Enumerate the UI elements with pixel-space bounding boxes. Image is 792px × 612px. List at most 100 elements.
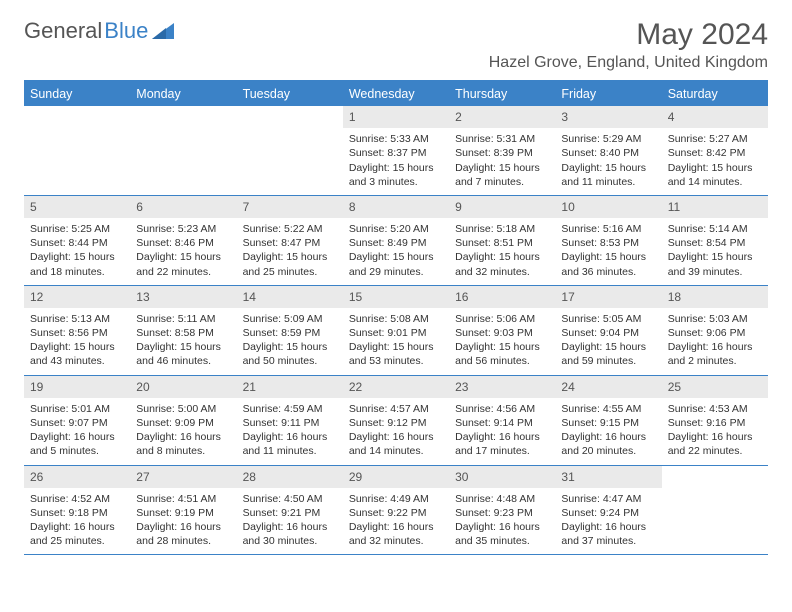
- sunrise-text: Sunrise: 5:33 AM: [349, 132, 443, 146]
- daylight-text: Daylight: 16 hours and 35 minutes.: [455, 520, 549, 548]
- day-body: Sunrise: 5:14 AMSunset: 8:54 PMDaylight:…: [662, 220, 768, 285]
- week-row: 26Sunrise: 4:52 AMSunset: 9:18 PMDayligh…: [24, 466, 768, 556]
- sunrise-text: Sunrise: 5:06 AM: [455, 312, 549, 326]
- sunset-text: Sunset: 9:11 PM: [243, 416, 337, 430]
- sunrise-text: Sunrise: 4:53 AM: [668, 402, 762, 416]
- sunrise-text: Sunrise: 5:31 AM: [455, 132, 549, 146]
- daylight-text: Daylight: 15 hours and 59 minutes.: [561, 340, 655, 368]
- day-cell: 21Sunrise: 4:59 AMSunset: 9:11 PMDayligh…: [237, 376, 343, 465]
- day-cell: [130, 106, 236, 195]
- day-cell: 11Sunrise: 5:14 AMSunset: 8:54 PMDayligh…: [662, 196, 768, 285]
- sunset-text: Sunset: 9:03 PM: [455, 326, 549, 340]
- sunset-text: Sunset: 9:12 PM: [349, 416, 443, 430]
- sunset-text: Sunset: 8:58 PM: [136, 326, 230, 340]
- day-number: 10: [555, 196, 661, 218]
- day-body: Sunrise: 5:29 AMSunset: 8:40 PMDaylight:…: [555, 130, 661, 195]
- daylight-text: Daylight: 15 hours and 43 minutes.: [30, 340, 124, 368]
- day-number: 20: [130, 376, 236, 398]
- sunrise-text: Sunrise: 5:03 AM: [668, 312, 762, 326]
- sunset-text: Sunset: 8:37 PM: [349, 146, 443, 160]
- day-body: Sunrise: 5:16 AMSunset: 8:53 PMDaylight:…: [555, 220, 661, 285]
- day-body: Sunrise: 5:33 AMSunset: 8:37 PMDaylight:…: [343, 130, 449, 195]
- daylight-text: Daylight: 15 hours and 14 minutes.: [668, 161, 762, 189]
- sunset-text: Sunset: 9:06 PM: [668, 326, 762, 340]
- day-body: Sunrise: 5:22 AMSunset: 8:47 PMDaylight:…: [237, 220, 343, 285]
- daylight-text: Daylight: 15 hours and 3 minutes.: [349, 161, 443, 189]
- day-body: Sunrise: 5:01 AMSunset: 9:07 PMDaylight:…: [24, 400, 130, 465]
- day-cell: 30Sunrise: 4:48 AMSunset: 9:23 PMDayligh…: [449, 466, 555, 555]
- day-body: [662, 474, 768, 482]
- sunset-text: Sunset: 8:59 PM: [243, 326, 337, 340]
- brand-part1: General: [24, 18, 102, 44]
- day-cell: 9Sunrise: 5:18 AMSunset: 8:51 PMDaylight…: [449, 196, 555, 285]
- day-cell: 1Sunrise: 5:33 AMSunset: 8:37 PMDaylight…: [343, 106, 449, 195]
- sunset-text: Sunset: 8:51 PM: [455, 236, 549, 250]
- day-cell: 2Sunrise: 5:31 AMSunset: 8:39 PMDaylight…: [449, 106, 555, 195]
- sunrise-text: Sunrise: 5:08 AM: [349, 312, 443, 326]
- day-header-mon: Monday: [130, 82, 236, 106]
- day-cell: [24, 106, 130, 195]
- sunrise-text: Sunrise: 4:57 AM: [349, 402, 443, 416]
- daylight-text: Daylight: 16 hours and 37 minutes.: [561, 520, 655, 548]
- daylight-text: Daylight: 15 hours and 29 minutes.: [349, 250, 443, 278]
- day-number: [130, 106, 236, 112]
- day-cell: 27Sunrise: 4:51 AMSunset: 9:19 PMDayligh…: [130, 466, 236, 555]
- sunrise-text: Sunrise: 4:48 AM: [455, 492, 549, 506]
- sunrise-text: Sunrise: 5:22 AM: [243, 222, 337, 236]
- daylight-text: Daylight: 16 hours and 20 minutes.: [561, 430, 655, 458]
- sunrise-text: Sunrise: 5:25 AM: [30, 222, 124, 236]
- day-number: 14: [237, 286, 343, 308]
- day-body: Sunrise: 4:49 AMSunset: 9:22 PMDaylight:…: [343, 490, 449, 555]
- day-number: [24, 106, 130, 112]
- day-cell: 4Sunrise: 5:27 AMSunset: 8:42 PMDaylight…: [662, 106, 768, 195]
- sunset-text: Sunset: 8:44 PM: [30, 236, 124, 250]
- day-number: 4: [662, 106, 768, 128]
- day-body: Sunrise: 5:03 AMSunset: 9:06 PMDaylight:…: [662, 310, 768, 375]
- day-body: Sunrise: 4:52 AMSunset: 9:18 PMDaylight:…: [24, 490, 130, 555]
- daylight-text: Daylight: 16 hours and 2 minutes.: [668, 340, 762, 368]
- daylight-text: Daylight: 15 hours and 36 minutes.: [561, 250, 655, 278]
- day-cell: 12 Sunrise: 5:13 AMSunset: 8:56 PMDayligh…: [24, 286, 130, 375]
- day-body: Sunrise: 5:08 AMSunset: 9:01 PMDaylight:…: [343, 310, 449, 375]
- sunrise-text: Sunrise: 5:13 AM: [30, 312, 124, 326]
- daylight-text: Daylight: 16 hours and 17 minutes.: [455, 430, 549, 458]
- day-cell: 5Sunrise: 5:25 AMSunset: 8:44 PMDaylight…: [24, 196, 130, 285]
- sunset-text: Sunset: 8:56 PM: [30, 326, 124, 340]
- sunset-text: Sunset: 9:19 PM: [136, 506, 230, 520]
- day-body: Sunrise: 4:59 AMSunset: 9:11 PMDaylight:…: [237, 400, 343, 465]
- day-number: 26: [24, 466, 130, 488]
- day-number: 17: [555, 286, 661, 308]
- sunrise-text: Sunrise: 5:29 AM: [561, 132, 655, 146]
- sunrise-text: Sunrise: 4:47 AM: [561, 492, 655, 506]
- day-header-sun: Sunday: [24, 82, 130, 106]
- day-cell: 10Sunrise: 5:16 AMSunset: 8:53 PMDayligh…: [555, 196, 661, 285]
- sunset-text: Sunset: 8:54 PM: [668, 236, 762, 250]
- day-body: Sunrise: 4:48 AMSunset: 9:23 PMDaylight:…: [449, 490, 555, 555]
- sunrise-text: Sunrise: 4:59 AM: [243, 402, 337, 416]
- daylight-text: Daylight: 16 hours and 25 minutes.: [30, 520, 124, 548]
- daylight-text: Daylight: 16 hours and 32 minutes.: [349, 520, 443, 548]
- day-cell: 24Sunrise: 4:55 AMSunset: 9:15 PMDayligh…: [555, 376, 661, 465]
- day-body: Sunrise: 4:47 AMSunset: 9:24 PMDaylight:…: [555, 490, 661, 555]
- day-number: 25: [662, 376, 768, 398]
- day-number: 19: [24, 376, 130, 398]
- day-body: Sunrise: 4:50 AMSunset: 9:21 PMDaylight:…: [237, 490, 343, 555]
- month-title: May 2024: [489, 18, 768, 52]
- day-body: Sunrise: 5:18 AMSunset: 8:51 PMDaylight:…: [449, 220, 555, 285]
- sunset-text: Sunset: 9:04 PM: [561, 326, 655, 340]
- sunrise-text: Sunrise: 4:50 AM: [243, 492, 337, 506]
- day-cell: 17Sunrise: 5:05 AMSunset: 9:04 PMDayligh…: [555, 286, 661, 375]
- sunset-text: Sunset: 9:22 PM: [349, 506, 443, 520]
- brand-logo: GeneralBlue: [24, 18, 174, 44]
- day-body: Sunrise: 4:55 AMSunset: 9:15 PMDaylight:…: [555, 400, 661, 465]
- day-cell: 13Sunrise: 5:11 AMSunset: 8:58 PMDayligh…: [130, 286, 236, 375]
- day-header-tue: Tuesday: [237, 82, 343, 106]
- sunset-text: Sunset: 8:40 PM: [561, 146, 655, 160]
- day-number: 15: [343, 286, 449, 308]
- day-cell: 26Sunrise: 4:52 AMSunset: 9:18 PMDayligh…: [24, 466, 130, 555]
- day-number: 13: [130, 286, 236, 308]
- sunset-text: Sunset: 8:42 PM: [668, 146, 762, 160]
- day-number: 12: [24, 286, 130, 308]
- sunrise-text: Sunrise: 5:20 AM: [349, 222, 443, 236]
- day-cell: 31Sunrise: 4:47 AMSunset: 9:24 PMDayligh…: [555, 466, 661, 555]
